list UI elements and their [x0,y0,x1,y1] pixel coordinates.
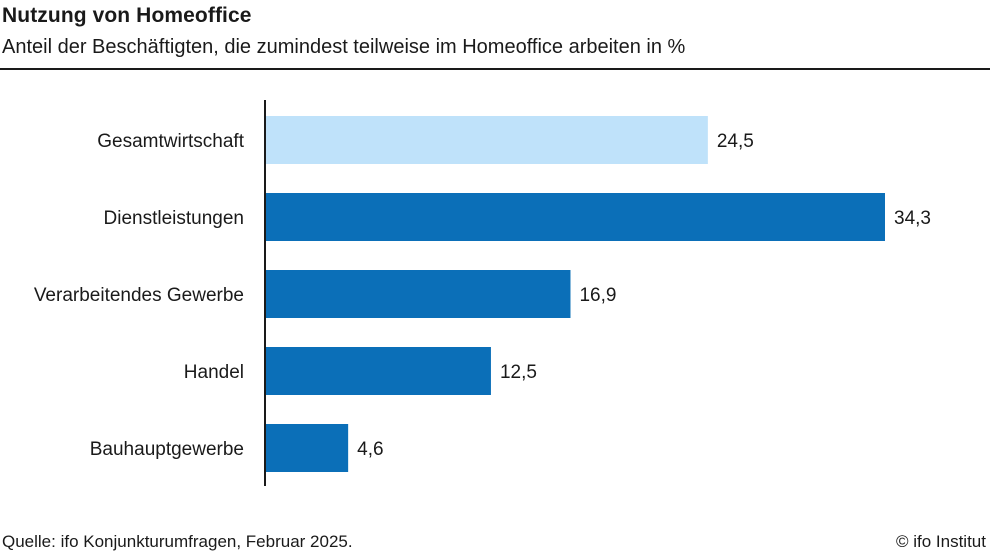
value-label: 16,9 [579,285,616,306]
bar-gesamtwirtschaft [265,116,708,164]
category-label: Handel [184,362,244,383]
chart-subtitle: Anteil der Beschäftigten, die zumindest … [2,36,686,58]
bar-handel [265,347,491,395]
category-label: Bauhauptgewerbe [90,439,244,460]
chart-title: Nutzung von Homeoffice [2,4,252,27]
category-label: Gesamtwirtschaft [97,131,244,152]
value-label: 12,5 [500,362,537,383]
title-divider [0,68,990,70]
copyright-credit: © ifo Institut [895,532,986,551]
source-note: Quelle: ifo Konjunkturumfragen, Februar … [2,532,353,551]
bar-dienstleistungen [265,193,885,241]
value-label: 34,3 [894,208,931,229]
bar-verarbeitendes-gewerbe [265,270,571,318]
value-label: 4,6 [357,439,383,460]
bar-bauhauptgewerbe [265,424,349,472]
value-label: 24,5 [717,131,754,152]
category-label: Verarbeitendes Gewerbe [34,285,244,306]
category-label: Dienstleistungen [104,208,244,229]
